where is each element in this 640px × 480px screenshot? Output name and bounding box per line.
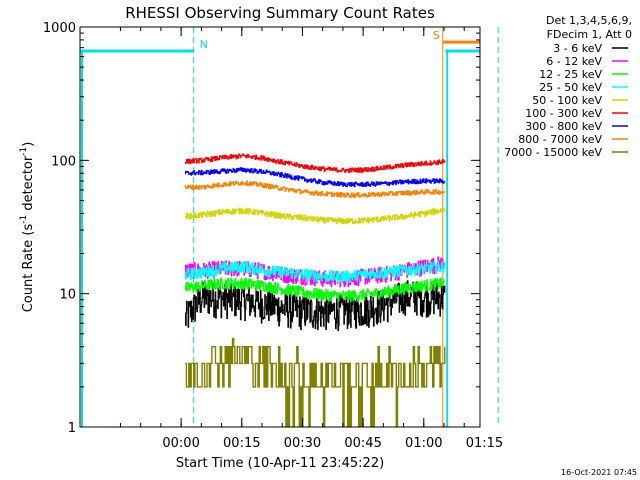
y-axis-label-end: )	[21, 142, 36, 147]
series-line	[185, 337, 446, 428]
legend-label: 300 - 800 keV	[525, 120, 602, 133]
legend: Det 1,3,4,5,6,9,FDecim 1, Att 03 - 6 keV…	[504, 14, 632, 159]
legend-label: 7000 - 15000 keV	[504, 146, 602, 159]
flag-s-label: S	[433, 29, 440, 42]
legend-label: 25 - 50 keV	[539, 81, 602, 94]
x-axis: 00:00 00:15 00:30 00:45 01:00 01:15	[119, 27, 503, 451]
flag-n-label: N	[200, 38, 208, 51]
y-tick-label: 100	[51, 154, 76, 169]
y-axis: 1 10 100 1000	[43, 21, 480, 436]
legend-label: 12 - 25 keV	[539, 68, 602, 81]
y-axis-label-main: Count Rate (s	[21, 224, 36, 313]
x-tick-label: 01:00	[405, 436, 442, 451]
series-line	[185, 261, 446, 283]
legend-label: 3 - 6 keV	[553, 42, 602, 55]
y-axis-label-sup2: -1	[19, 147, 29, 156]
y-tick-label: 1	[68, 421, 76, 436]
series-line	[185, 167, 446, 188]
x-tick-label: 01:15	[466, 436, 503, 451]
x-tick-label: 00:30	[284, 436, 321, 451]
legend-label: 800 - 7000 keV	[518, 133, 602, 146]
y-tick-label: 10	[59, 288, 76, 303]
series-line	[185, 277, 446, 303]
legend-header: Det 1,3,4,5,6,9,	[546, 14, 632, 27]
plot-frame	[79, 26, 481, 428]
series-line	[185, 153, 446, 174]
x-tick-label: 00:15	[223, 436, 260, 451]
x-axis-label: Start Time (10-Apr-11 23:45:22)	[176, 456, 384, 471]
y-axis-label-sup1: -1	[19, 215, 29, 224]
legend-label: 100 - 300 keV	[525, 107, 602, 120]
legend-label: 6 - 12 keV	[546, 55, 602, 68]
series-layer	[185, 153, 446, 428]
timestamp: 16-Oct-2021 07:45	[561, 468, 637, 477]
series-line	[185, 180, 446, 198]
x-tick-label: 00:45	[344, 436, 381, 451]
series-line	[185, 280, 446, 332]
legend-label: 50 - 100 keV	[532, 94, 602, 107]
legend-header: FDecim 1, Att 0	[547, 28, 632, 41]
y-axis-label-mid: detector	[21, 155, 36, 215]
y-axis-label: Count Rate (s-1 detector-1)	[19, 142, 36, 313]
chart-title: RHESSI Observing Summary Count Rates	[125, 4, 435, 22]
flags-layer: NS	[80, 27, 499, 427]
x-tick-label: 00:00	[162, 436, 199, 451]
y-tick-label: 1000	[43, 21, 76, 36]
series-line	[185, 207, 446, 225]
